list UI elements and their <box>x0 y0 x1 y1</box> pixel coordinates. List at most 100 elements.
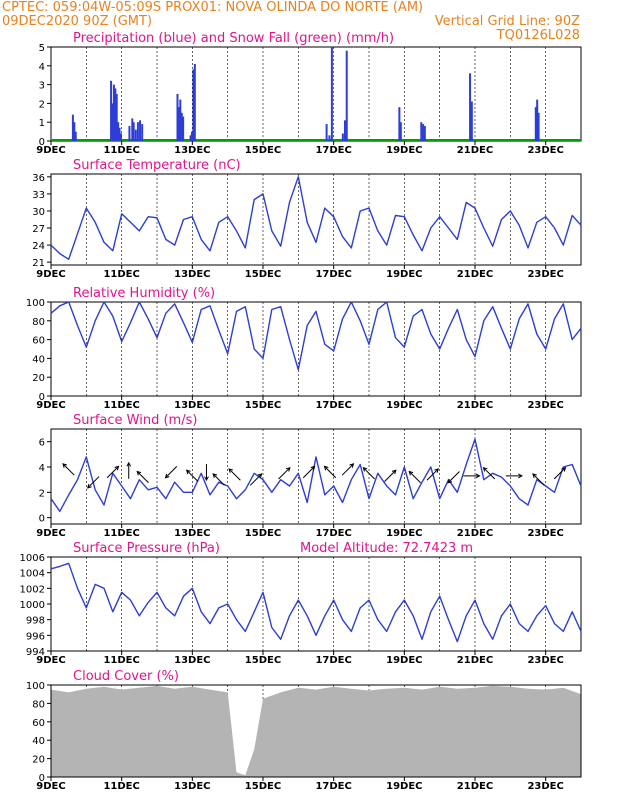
precip-bar <box>110 80 113 141</box>
precip-bar <box>131 118 134 141</box>
precip-bar <box>192 69 195 141</box>
temp-title: Surface Temperature (nC) <box>73 158 241 173</box>
wind-arrow-head <box>204 476 209 482</box>
precip-bar <box>114 88 117 141</box>
wind-arrow-head <box>212 473 218 478</box>
wind-arrow <box>341 463 355 476</box>
pressure-x-tick-label: 23DEC <box>527 655 563 666</box>
temp-x-tick-label: 11DEC <box>103 269 139 280</box>
precip-panel: 0 1 2 3 4 5 9DEC 11DEC 13DEC 15DEC 17DEC 19DEC 21DEC… <box>36 31 582 156</box>
wind-x-tick-label: 13DEC <box>174 528 210 539</box>
precip-bar <box>325 124 328 141</box>
wind-y-tick-label: 0 <box>39 514 45 525</box>
precip-bar <box>180 112 183 141</box>
wind-arrow-head <box>561 466 567 472</box>
wind-arrow-shaft <box>447 471 460 484</box>
wind-arrow-head <box>164 473 170 479</box>
pressure-x-tick-label: 13DEC <box>174 655 210 666</box>
rh-y-tick-label: 100 <box>26 298 45 309</box>
precip-bar <box>469 73 472 141</box>
wind-x-tick-label: 9DEC <box>36 528 65 539</box>
precip-bar <box>420 122 423 141</box>
precip-bar <box>111 103 114 141</box>
wind-arrow <box>278 466 291 480</box>
precip-bar <box>128 125 131 141</box>
rh-frame <box>50 301 582 397</box>
wind-arrow-head <box>136 470 142 476</box>
precip-bar <box>177 107 180 141</box>
wind-arrow-shaft <box>87 476 100 489</box>
precip-bar <box>534 107 537 141</box>
wind-arrow-head <box>349 463 355 468</box>
wind-arrow-shaft <box>341 463 354 476</box>
cloud-x-tick-label: 23DEC <box>527 781 563 792</box>
wind-arrow-head <box>185 469 191 475</box>
pressure-annotation: Model Altitude: 72.7423 m <box>300 541 473 556</box>
wind-x-tick-label: 23DEC <box>527 528 563 539</box>
precip-bar <box>136 122 139 141</box>
chart-header: CPTEC: 059:04W-05:09S PROX01: NOVA OLIND… <box>0 0 618 46</box>
temp-x-tick-label: 9DEC <box>36 269 65 280</box>
wind-arrow <box>302 465 316 479</box>
precip-title: Precipitation (blue) and Snow Fall (gree… <box>73 31 394 46</box>
precip-bar <box>537 112 540 141</box>
wind-arrow-head <box>362 466 368 472</box>
rh-x-tick-label: 11DEC <box>103 400 139 411</box>
precip-bar <box>399 122 402 141</box>
precip-y-tick-label: 0 <box>39 137 45 148</box>
rh-x-tick-label: 23DEC <box>527 400 563 411</box>
wind-arrow-shaft <box>426 468 439 481</box>
wind-arrow-shaft <box>136 471 149 484</box>
pressure-x-tick-label: 19DEC <box>386 655 422 666</box>
rh-x-tick-label: 19DEC <box>386 400 422 411</box>
wind-panel: 0 2 4 6 9DEC 11DEC 13DEC 15DEC 17DEC 19DEC 21DEC 23… <box>36 413 582 539</box>
pressure-x-tick-label: 9DEC <box>36 655 65 666</box>
wind-arrow-head <box>518 473 523 479</box>
temp-y-tick-label: 30 <box>32 207 45 218</box>
wind-arrow-head <box>257 473 263 478</box>
cloud-y-tick-label: 100 <box>26 681 45 692</box>
precip-bar <box>422 124 425 141</box>
pressure-panel: 994 996 998 1000 1002 1004 1006 9DEC 11DEC 13DEC 1… <box>20 541 582 666</box>
cloud-cover-area <box>51 685 581 777</box>
temp-y-tick-label: 27 <box>32 224 45 235</box>
wind-arrow-shaft <box>212 473 225 486</box>
precip-bar <box>74 131 77 141</box>
precip-bar <box>115 94 118 141</box>
precip-bar <box>176 94 179 141</box>
temp-x-tick-label: 13DEC <box>174 269 210 280</box>
wind-arrow-shaft <box>106 466 119 479</box>
rh-x-tick-label: 17DEC <box>315 400 351 411</box>
precip-bar <box>141 124 144 141</box>
cloud-y-tick-label: 40 <box>32 736 45 747</box>
cloud-x-tick-label: 15DEC <box>245 781 281 792</box>
header-model-code: TQ0126L028 <box>496 28 580 43</box>
wind-arrow <box>164 466 178 479</box>
wind-series-line <box>50 438 582 512</box>
wind-arrow-head <box>532 473 537 478</box>
precip-bar <box>112 84 115 141</box>
precip-bar <box>536 99 539 141</box>
wind-arrow <box>126 461 132 479</box>
pressure-x-tick-label: 21DEC <box>457 655 493 666</box>
wind-arrow-shaft <box>408 471 421 484</box>
precip-bar <box>179 99 182 141</box>
cloud-frame-overlay <box>50 684 582 778</box>
precip-bar <box>139 120 142 141</box>
pressure-x-tick-label: 15DEC <box>245 655 281 666</box>
wind-arrow-shaft <box>324 466 337 479</box>
wind-arrow-shaft <box>165 466 178 479</box>
temp-series-line <box>50 176 582 260</box>
precip-bar <box>190 131 193 141</box>
precip-bar <box>345 50 348 142</box>
precip-bar <box>330 47 333 141</box>
wind-title: Surface Wind (m/s) <box>73 413 197 428</box>
rh-x-tick-label: 21DEC <box>457 400 493 411</box>
wind-arrow-head <box>62 463 67 468</box>
precip-bar <box>71 114 74 141</box>
precip-x-tick-label: 15DEC <box>245 145 281 156</box>
temp-x-tick-label: 19DEC <box>386 269 422 280</box>
precip-bar <box>117 122 120 141</box>
temp-frame <box>50 173 582 266</box>
